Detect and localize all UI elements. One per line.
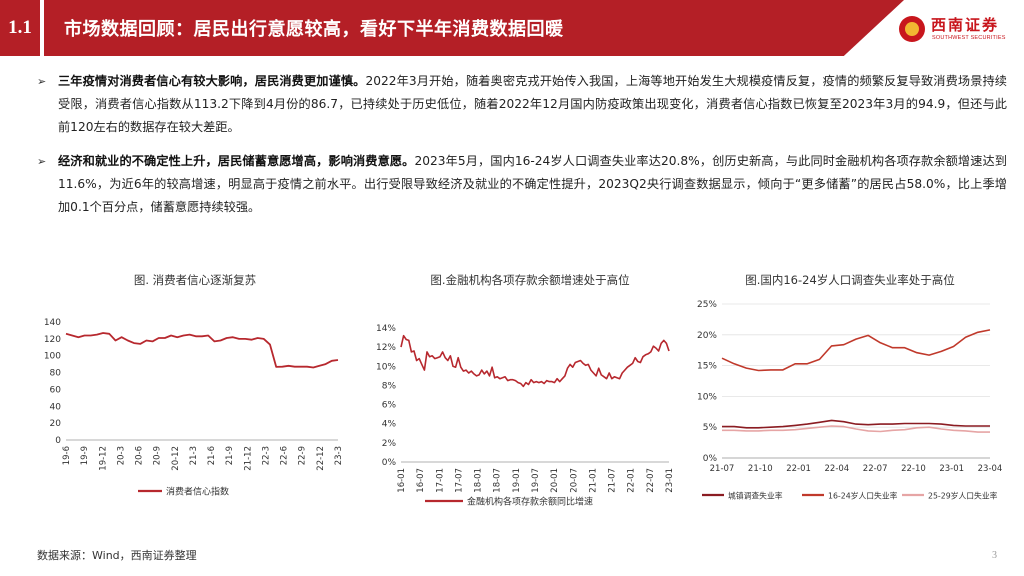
x-tick-label: 21-3 (189, 446, 199, 465)
x-tick-label: 22-10 (901, 464, 926, 474)
bullet-arrow-icon: ➢ (37, 155, 47, 168)
chart-consumer-confidence: 图. 消费者信心逐渐复苏 0 20 40 60 80 100 120 140 19-6 19-9 1… (30, 270, 360, 505)
x-tick-label: 20-07 (569, 468, 579, 493)
x-tick-label: 20-9 (153, 446, 163, 465)
header-bar (44, 0, 904, 56)
chart-title: 图.金融机构各项存款余额增速处于高位 (430, 273, 630, 287)
chart-youth-unemployment-svg: 0% 5% 10% 15% 20% 25% 21-07 21-10 22-01 22-04 22-0… (697, 300, 1003, 501)
y-tick-label: 4% (382, 420, 397, 430)
y-tick-label: 10% (697, 392, 717, 402)
section-number: 1.1 (0, 0, 40, 56)
chart-title: 图.国内16-24岁人口调查失业率处于高位 (745, 273, 955, 287)
x-tick-label: 22-04 (825, 464, 850, 474)
paragraph-body: 2023年5月，国内16-24岁人口调查失业率达20.8%，创历史新高，与此同时… (58, 154, 1007, 214)
y-tick-label: 15% (697, 362, 717, 372)
company-logo: 西南证券 SOUTHWEST SECURITIES (895, 12, 1020, 48)
y-tick-label: 12% (376, 343, 396, 353)
x-tick-label: 20-3 (116, 446, 126, 465)
chart-consumer-confidence-svg: 0 20 40 60 80 100 120 140 19-6 19-9 19-12 20-3 20-6 2… (44, 318, 344, 498)
x-tick-label: 19-01 (512, 468, 522, 493)
chart-deposit-growth: 图.金融机构各项存款余额增速处于高位 0% 2% 4% 6% 8% 10% 12% 14% 16… (365, 270, 695, 515)
paragraph-lead: 经济和就业的不确定性上升，居民储蓄意愿增高，影响消费意愿。 (58, 154, 415, 168)
x-tick-label: 21-9 (225, 446, 235, 465)
x-tick-label: 16-07 (416, 468, 426, 493)
y-tick-label: 60 (50, 385, 62, 395)
paragraph-consumer-confidence: ➢ 三年疫情对消费者信心有较大影响，居民消费更加谨慎。2022年3月开始，随着奥… (37, 70, 1007, 139)
x-tick-label: 23-01 (665, 468, 675, 493)
y-tick-label: 20% (697, 331, 717, 341)
x-tick-label: 22-3 (261, 446, 271, 465)
bullet-arrow-icon: ➢ (37, 75, 47, 88)
data-source: 数据来源：Wind，西南证券整理 (37, 549, 197, 562)
legend-label: 金融机构各项存款余额同比增速 (467, 496, 593, 508)
y-tick-label: 0 (55, 436, 61, 446)
series-line (722, 419, 990, 429)
x-tick-label: 23-04 (978, 464, 1003, 474)
y-tick-label: 20 (50, 419, 62, 429)
x-tick-label: 21-01 (588, 468, 598, 493)
x-tick-label: 20-6 (135, 446, 145, 465)
x-tick-label: 22-9 (298, 446, 308, 465)
y-tick-label: 14% (376, 324, 396, 334)
y-tick-label: 80 (50, 369, 62, 379)
chart-title: 图. 消费者信心逐渐复苏 (133, 273, 257, 287)
y-tick-label: 140 (44, 318, 61, 328)
x-tick-label: 18-07 (493, 468, 503, 493)
x-tick-label: 21-6 (207, 446, 217, 465)
x-tick-label: 19-6 (62, 446, 72, 465)
x-tick-label: 22-01 (627, 468, 637, 493)
y-tick-label: 8% (382, 381, 397, 391)
y-tick-label: 2% (382, 439, 397, 449)
page-number: 3 (992, 550, 997, 561)
x-tick-label: 20-01 (550, 468, 560, 493)
y-tick-label: 40 (50, 402, 62, 412)
header-banner: 1.1 市场数据回顾：居民出行意愿较高，看好下半年消费数据回暖 西南证券 SOU… (0, 0, 1024, 56)
series-line (400, 334, 670, 388)
y-tick-label: 100 (44, 352, 61, 362)
logo-chinese-name: 西南证券 (931, 16, 1000, 34)
legend-label: 城镇调查失业率 (728, 491, 783, 501)
x-tick-label: 19-07 (531, 468, 541, 493)
series-line (722, 425, 990, 433)
y-tick-label: 25% (697, 300, 717, 310)
x-tick-label: 22-07 (646, 468, 656, 493)
logo-english-name: SOUTHWEST SECURITIES (932, 35, 1006, 41)
paragraph-body: 2022年3月开始，随着奥密克戎开始传入我国，上海等地开始发生大规模疫情反复，疫… (58, 74, 1007, 134)
x-tick-label: 19-12 (98, 446, 108, 471)
y-tick-label: 6% (382, 401, 397, 411)
x-tick-label: 18-01 (474, 468, 484, 493)
y-tick-label: 0% (703, 454, 718, 464)
legend-label: 16-24岁人口失业率 (828, 491, 898, 501)
x-tick-label: 17-07 (454, 468, 464, 493)
x-tick-label: 20-12 (171, 446, 181, 471)
logo-emblem-icon (899, 16, 925, 42)
legend-label: 25-29岁人口失业率 (928, 491, 998, 501)
x-tick-label: 21-07 (608, 468, 618, 493)
y-tick-label: 0% (382, 458, 397, 468)
header-divider (40, 0, 44, 56)
x-tick-label: 21-12 (243, 446, 253, 471)
x-tick-label: 21-10 (748, 464, 773, 474)
x-tick-label: 23-3 (334, 446, 344, 465)
series-line (65, 332, 339, 369)
x-tick-label: 22-12 (316, 446, 326, 471)
y-tick-label: 120 (44, 335, 61, 345)
page-title: 市场数据回顾：居民出行意愿较高，看好下半年消费数据回暖 (64, 19, 564, 40)
x-tick-label: 17-01 (435, 468, 445, 493)
y-tick-label: 10% (376, 362, 396, 372)
paragraph-lead: 三年疫情对消费者信心有较大影响，居民消费更加谨慎。 (58, 74, 366, 88)
x-tick-label: 19-9 (80, 446, 90, 465)
chart-deposit-growth-svg: 0% 2% 4% 6% 8% 10% 12% 14% 16-01 16-07 17-01 17-07 1… (376, 324, 675, 508)
y-tick-label: 5% (703, 423, 718, 433)
paragraph-employment-savings: ➢ 经济和就业的不确定性上升，居民储蓄意愿增高，影响消费意愿。2023年5月，国… (37, 150, 1007, 219)
chart-youth-unemployment: 图.国内16-24岁人口调查失业率处于高位 0% 5% 10% 15% 20% 25% 21… (690, 270, 1010, 510)
x-tick-label: 22-07 (863, 464, 888, 474)
x-tick-label: 16-01 (397, 468, 407, 493)
x-tick-label: 21-07 (710, 464, 735, 474)
x-tick-label: 23-01 (939, 464, 964, 474)
x-tick-label: 22-6 (280, 446, 290, 465)
series-line (721, 329, 991, 372)
legend-label: 消费者信心指数 (166, 486, 229, 498)
x-tick-label: 22-01 (786, 464, 811, 474)
